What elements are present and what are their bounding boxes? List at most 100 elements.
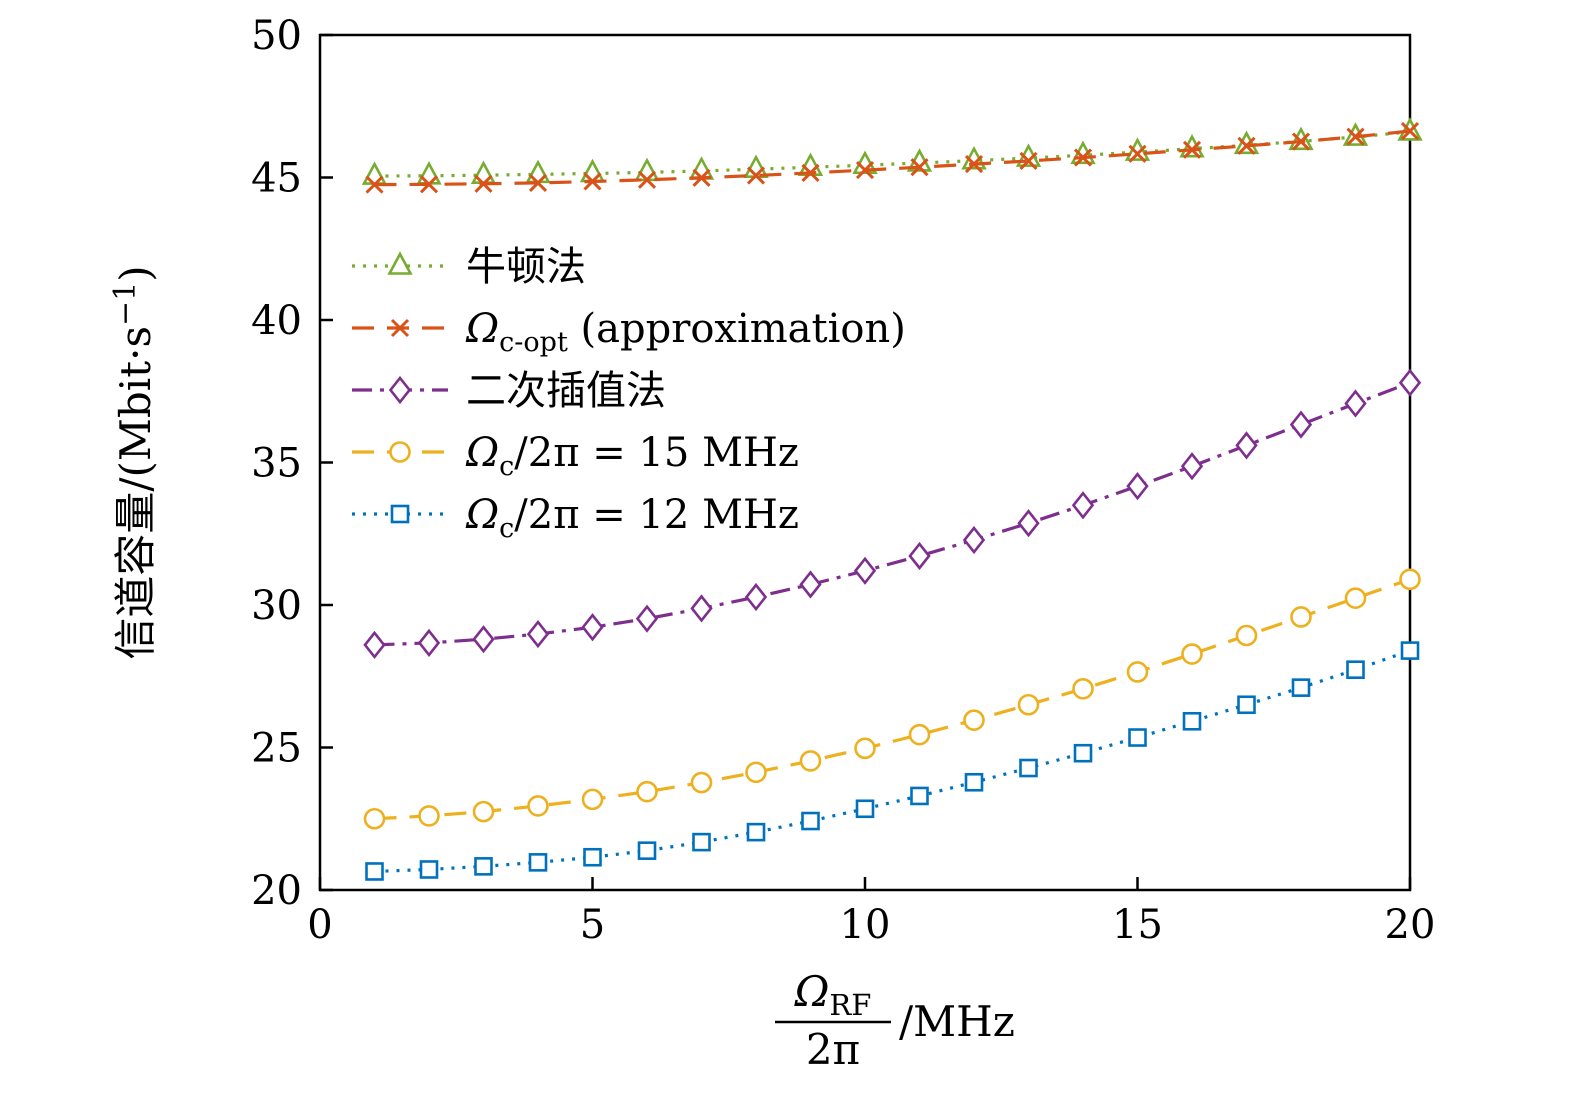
diamond-marker [1071,491,1095,520]
x-tick-label: 15 [1112,902,1163,948]
y-tick-label: 20 [251,868,302,914]
diamond-marker [799,570,822,599]
square-marker [1237,695,1256,715]
series-0-line [374,130,1411,178]
diamond-marker [1235,431,1258,460]
square-marker [390,504,410,524]
circle-marker [1072,677,1094,700]
circle-marker [799,750,822,772]
triangle-marker [361,161,388,185]
square-marker [1182,711,1202,731]
series-0 [361,117,1423,185]
circle-marker [690,771,713,794]
triangle-marker [579,158,606,183]
triangle-marker [470,160,497,185]
diamond-marker [744,582,768,612]
triangle-marker [1233,130,1260,155]
cross-marker [390,318,410,338]
diamond-marker [908,541,931,571]
circle-marker [1017,693,1040,716]
diamond-marker [526,619,550,649]
cross-marker [365,175,384,194]
y-axis-label: 信道容量/(Mbit·s−1) [108,265,160,659]
series-4-line [374,649,1411,874]
circle-marker [745,761,767,784]
circle-marker [963,709,985,731]
diamond-marker [1126,472,1149,501]
triangle-marker [525,159,551,184]
cross-marker [474,174,493,193]
diamond-marker [472,625,495,654]
square-marker [528,853,548,872]
diamond-marker [1289,410,1313,439]
square-marker [583,847,602,867]
circle-marker [636,780,658,803]
x-axis-label-numerator: ΩRF [794,967,872,1022]
triangle-marker [416,161,442,185]
cross-marker [964,155,984,174]
legend-label: 牛顿法 [466,244,586,290]
square-marker [1346,660,1365,679]
circle-marker [1126,661,1149,683]
circle-marker [527,795,549,817]
series-3 [363,568,1421,830]
legend-item-4: Ωc/2π = 12 MHz [352,492,799,544]
diamond-marker [1344,389,1367,418]
legend-label: Ωc/2π = 12 MHz [465,492,799,544]
triangle-marker [1288,126,1314,151]
cross-marker [801,163,820,183]
cross-marker [1237,136,1256,155]
x-axis-label-denominator: 2π [806,1025,860,1074]
square-marker [637,841,657,860]
square-marker [1019,758,1038,778]
series-1 [365,121,1420,194]
cross-marker [637,170,657,189]
square-marker [419,860,439,879]
x-tick-label: 20 [1385,902,1436,948]
circle-marker [581,788,604,811]
triangle-marker [1070,140,1096,165]
series-2 [363,368,1422,659]
diamond-marker [1398,368,1422,397]
square-marker [1291,678,1311,697]
circle-marker [908,723,931,746]
cross-marker [746,166,766,185]
triangle-marker [1179,133,1205,158]
legend-item-2: 二次插值法 [352,368,666,414]
cross-marker [855,161,875,180]
diamond-marker [635,604,659,633]
legend-label: Ωc-opt (approximation) [465,306,906,358]
circle-marker [1344,587,1367,609]
triangle-marker [387,251,413,275]
cross-marker [1019,151,1038,171]
cross-marker [419,175,439,194]
triangle-marker [688,156,715,180]
diamond-marker [1017,509,1040,538]
legend-label: Ωc/2π = 15 MHz [465,430,799,482]
triangle-marker [634,157,660,182]
cross-marker [1291,132,1311,151]
circle-marker [1235,624,1258,647]
circle-marker [363,807,386,830]
x-tick-label: 10 [840,902,891,948]
diamond-marker [853,556,877,585]
square-marker [474,857,493,876]
cross-marker [1400,121,1420,141]
circle-marker [472,800,495,823]
y-tick-label: 30 [251,583,302,629]
square-marker [801,811,820,831]
diamond-marker [581,613,604,642]
y-tick-label: 45 [251,156,302,202]
square-marker [855,799,875,819]
circle-marker [389,441,411,463]
cross-marker [528,173,548,192]
legend-label: 二次插值法 [466,368,666,414]
legend-item-1: Ωc-opt (approximation) [352,306,906,358]
square-marker [1400,641,1420,660]
circle-marker [1290,606,1312,628]
diamond-marker [388,375,412,405]
y-tick-label: 40 [251,298,302,344]
square-marker [910,786,929,806]
